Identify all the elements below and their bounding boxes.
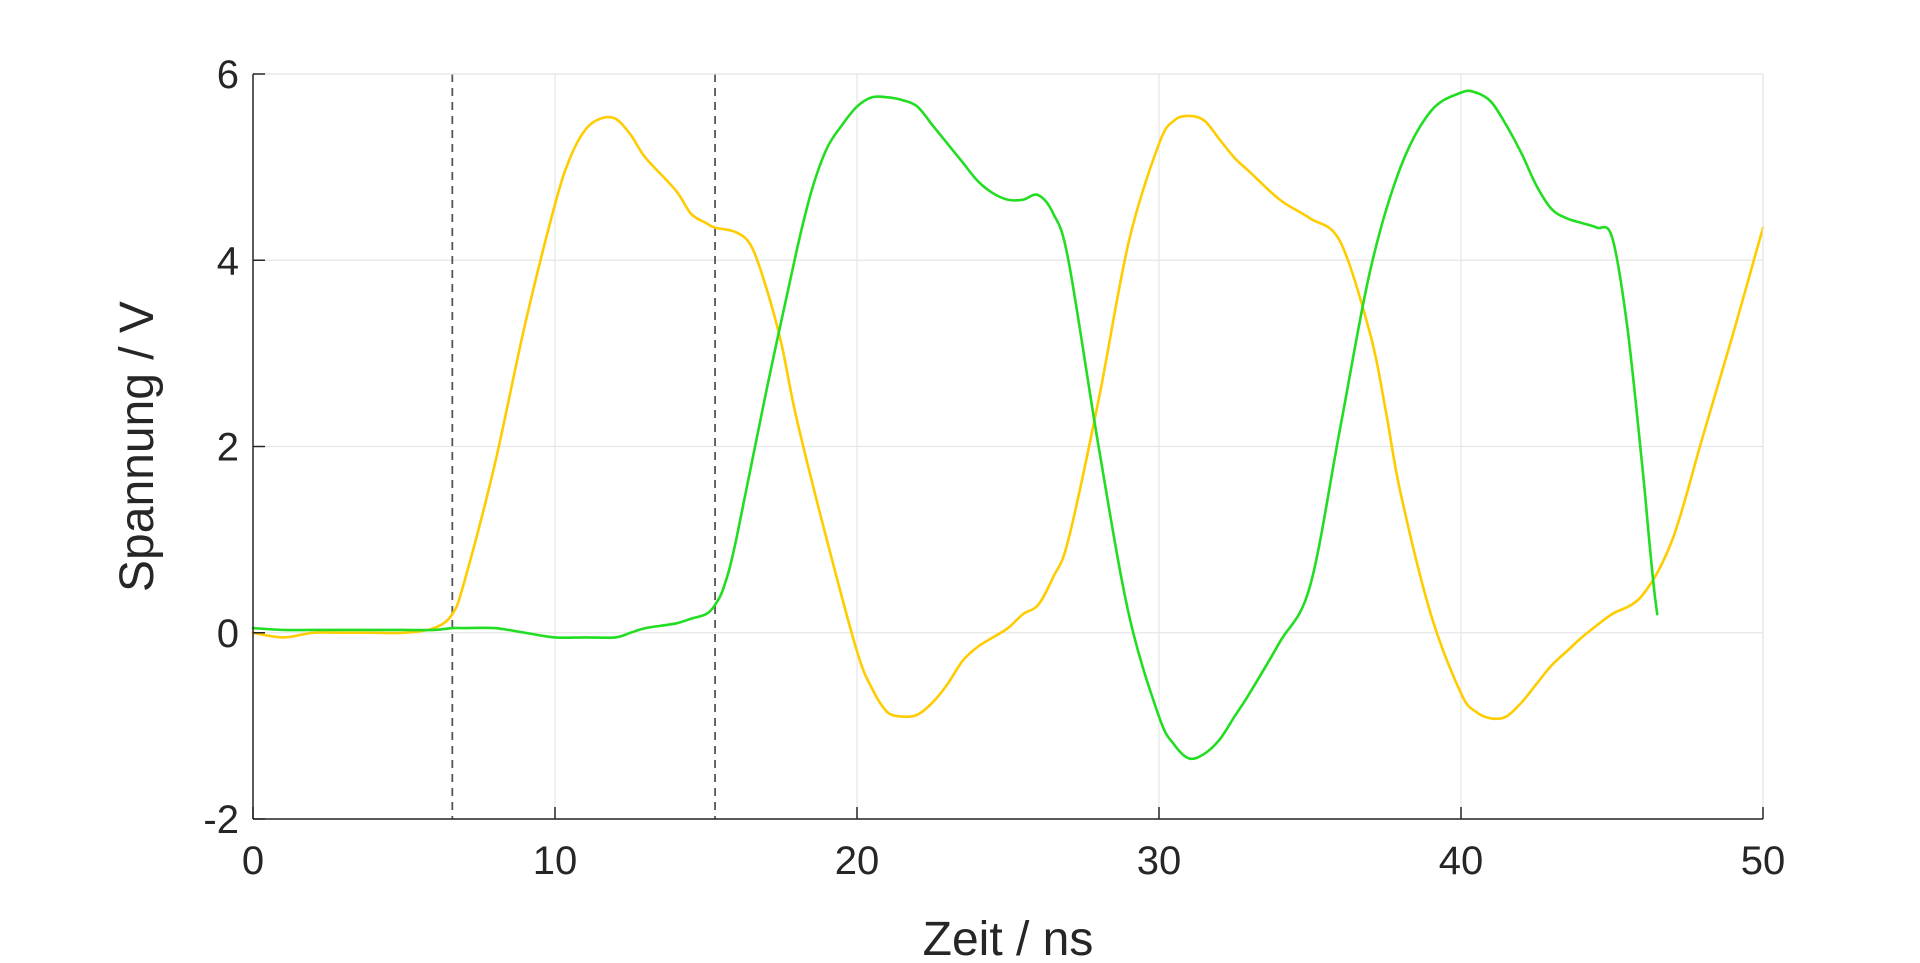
y-tick-label-2: 2 bbox=[217, 426, 239, 470]
y-tick-label-1: 0 bbox=[217, 612, 239, 656]
x-tick-label-5: 50 bbox=[1741, 839, 1786, 883]
x-tick-label-1: 10 bbox=[533, 839, 578, 883]
y-tick-label-0: -2 bbox=[203, 798, 239, 842]
x-tick-label-2: 20 bbox=[835, 839, 880, 883]
y-axis-label: Spannung / V bbox=[111, 301, 164, 592]
x-tick-label-4: 40 bbox=[1439, 839, 1484, 883]
series-line-green bbox=[251, 89, 1659, 761]
vertical-markers bbox=[451, 74, 716, 819]
axes bbox=[252, 73, 1764, 820]
y-tick-label-3: 4 bbox=[217, 239, 239, 283]
y-tick-label-4: 6 bbox=[217, 53, 239, 97]
series-line-yellow bbox=[251, 114, 1765, 721]
series-group bbox=[251, 89, 1765, 761]
x-axis-label: Zeit / ns bbox=[923, 913, 1094, 963]
x-tick-label-0: 0 bbox=[242, 839, 264, 883]
x-tick-label-3: 30 bbox=[1137, 839, 1182, 883]
